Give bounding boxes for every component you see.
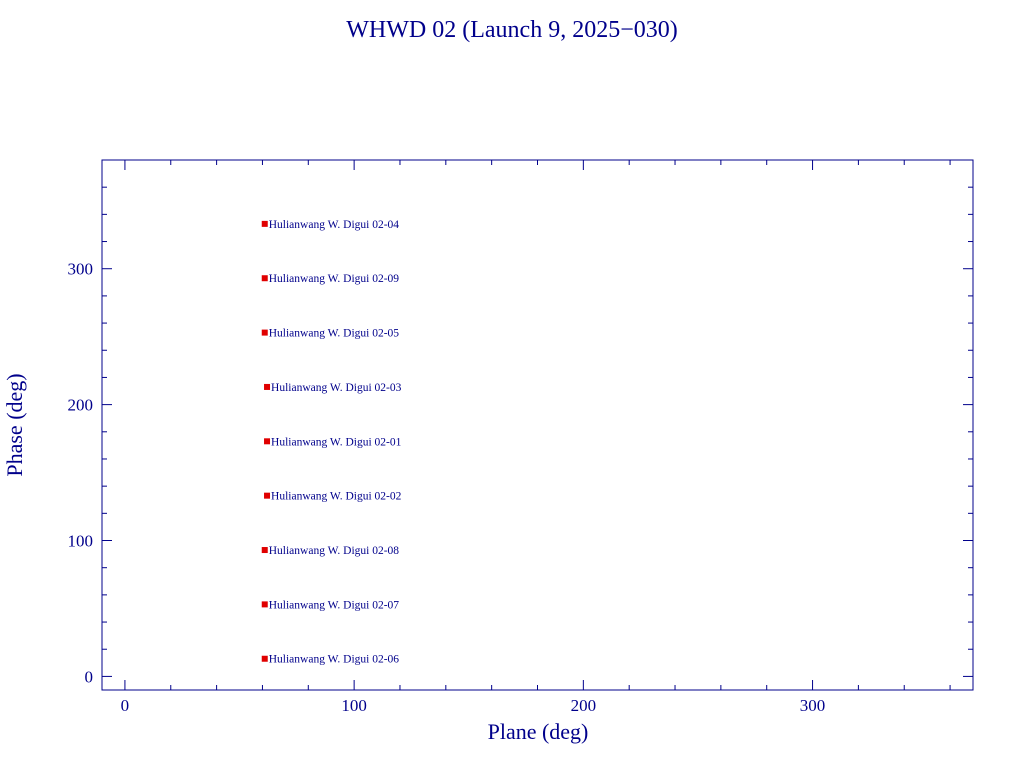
data-point bbox=[264, 492, 271, 499]
x-tick-label: 200 bbox=[571, 696, 597, 715]
data-point bbox=[261, 547, 268, 554]
data-point-label: Hulianwang W. Digui 02-02 bbox=[271, 491, 402, 503]
data-point bbox=[261, 329, 268, 336]
x-tick-label: 0 bbox=[121, 696, 130, 715]
data-point-label: Hulianwang W. Digui 02-08 bbox=[269, 545, 400, 557]
y-axis-label: Phase (deg) bbox=[2, 373, 27, 476]
x-axis-tick-labels: 0 100 200 300 bbox=[121, 696, 826, 715]
data-point-label: Hulianwang W. Digui 02-09 bbox=[269, 273, 400, 285]
data-point-label: Hulianwang W. Digui 02-07 bbox=[269, 599, 400, 611]
data-points bbox=[261, 220, 271, 662]
y-tick-label: 100 bbox=[68, 532, 94, 551]
data-point-label: Hulianwang W. Digui 02-01 bbox=[271, 436, 402, 448]
x-axis-ticks bbox=[124, 160, 951, 690]
data-point-label: Hulianwang W. Digui 02-06 bbox=[269, 654, 400, 666]
data-point bbox=[264, 438, 271, 445]
data-point-labels: Hulianwang W. Digui 02-04 Hulianwang W. D… bbox=[269, 219, 402, 666]
data-point bbox=[261, 655, 268, 662]
y-tick-label: 200 bbox=[68, 396, 94, 415]
y-tick-label: 300 bbox=[68, 260, 94, 279]
data-point-label: Hulianwang W. Digui 02-03 bbox=[271, 382, 402, 394]
data-point bbox=[261, 220, 268, 227]
x-tick-label: 100 bbox=[341, 696, 367, 715]
x-axis-label: Plane (deg) bbox=[488, 719, 589, 744]
x-tick-label: 300 bbox=[800, 696, 826, 715]
chart-title: WHWD 02 (Launch 9, 2025−030) bbox=[346, 17, 677, 43]
data-point-label: Hulianwang W. Digui 02-04 bbox=[269, 219, 400, 231]
data-point bbox=[264, 383, 271, 390]
plot-area bbox=[101, 159, 974, 691]
y-axis-tick-labels: 0 100 200 300 bbox=[68, 260, 94, 687]
data-point bbox=[261, 275, 268, 282]
y-tick-label: 0 bbox=[85, 667, 94, 686]
data-point bbox=[261, 601, 268, 608]
data-point-label: Hulianwang W. Digui 02-05 bbox=[269, 328, 400, 340]
y-axis-ticks bbox=[102, 159, 973, 677]
